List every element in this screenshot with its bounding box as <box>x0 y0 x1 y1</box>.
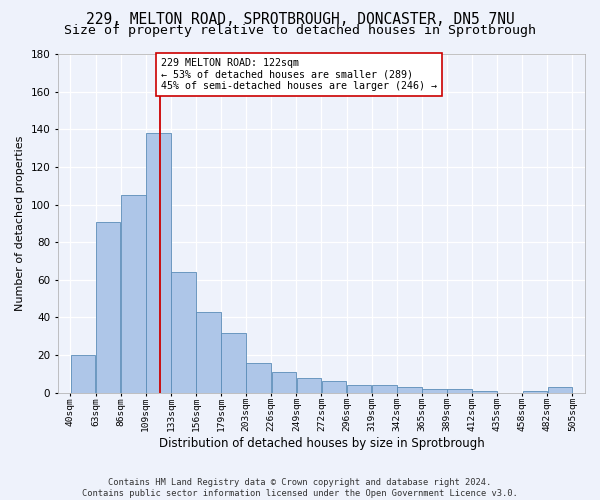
Bar <box>96 222 121 393</box>
Bar <box>221 332 246 393</box>
Bar <box>121 195 146 393</box>
Bar <box>472 391 497 393</box>
Bar <box>548 387 572 393</box>
Bar <box>422 389 447 393</box>
Bar <box>196 312 221 393</box>
Bar <box>272 372 296 393</box>
X-axis label: Distribution of detached houses by size in Sprotbrough: Distribution of detached houses by size … <box>158 437 484 450</box>
Text: 229, MELTON ROAD, SPROTBROUGH, DONCASTER, DN5 7NU: 229, MELTON ROAD, SPROTBROUGH, DONCASTER… <box>86 12 514 28</box>
Bar <box>146 133 170 393</box>
Y-axis label: Number of detached properties: Number of detached properties <box>15 136 25 311</box>
Text: 229 MELTON ROAD: 122sqm
← 53% of detached houses are smaller (289)
45% of semi-d: 229 MELTON ROAD: 122sqm ← 53% of detache… <box>161 58 437 91</box>
Bar <box>296 378 321 393</box>
Bar <box>347 385 371 393</box>
Text: Contains HM Land Registry data © Crown copyright and database right 2024.
Contai: Contains HM Land Registry data © Crown c… <box>82 478 518 498</box>
Bar <box>447 389 472 393</box>
Text: Size of property relative to detached houses in Sprotbrough: Size of property relative to detached ho… <box>64 24 536 37</box>
Bar <box>523 391 547 393</box>
Bar <box>71 355 95 393</box>
Bar <box>247 362 271 393</box>
Bar <box>372 385 397 393</box>
Bar <box>397 387 422 393</box>
Bar <box>322 382 346 393</box>
Bar <box>171 272 196 393</box>
